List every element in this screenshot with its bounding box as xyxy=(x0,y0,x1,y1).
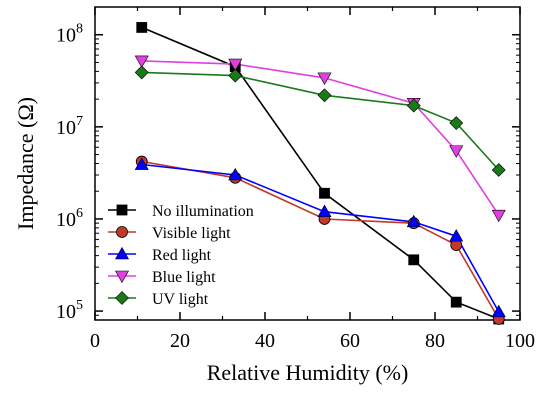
series-line-3 xyxy=(141,60,500,216)
axis-ticks xyxy=(94,6,521,321)
legend-label: Visible light xyxy=(152,225,231,242)
data-point xyxy=(408,254,420,266)
data-point xyxy=(136,22,148,33)
data-point xyxy=(491,163,506,177)
legend-marker xyxy=(116,204,128,216)
x-tick-label: 80 xyxy=(425,330,445,352)
x-tick-label: 100 xyxy=(505,330,535,352)
series-line-1 xyxy=(141,160,500,320)
y-axis-title: Impedance (Ω) xyxy=(13,97,38,230)
data-point xyxy=(406,214,421,228)
x-tick-label: 60 xyxy=(340,330,360,352)
data-point xyxy=(228,58,243,72)
x-tick-label: 40 xyxy=(255,330,275,352)
data-point xyxy=(134,55,149,68)
legend-marker xyxy=(115,291,129,305)
data-point xyxy=(134,157,149,170)
legend-label: Red light xyxy=(152,247,212,264)
series-line-2 xyxy=(141,163,500,313)
data-point xyxy=(449,145,464,158)
data-point xyxy=(406,98,421,113)
data-point xyxy=(319,187,330,199)
data-point xyxy=(134,65,149,80)
data-point xyxy=(449,116,464,130)
series-lines xyxy=(141,26,500,320)
legend-marker xyxy=(114,246,130,260)
y-tick-label: 105 xyxy=(56,298,83,323)
x-tick-label: 0 xyxy=(90,330,100,352)
x-tick-label: 20 xyxy=(170,330,190,352)
series-markers xyxy=(134,22,506,325)
series-line-0 xyxy=(141,26,500,320)
series-line-4 xyxy=(141,71,500,171)
x-axis-title: Relative Humidity (%) xyxy=(207,360,409,385)
y-tick-label: 107 xyxy=(56,114,83,139)
axis-tick-labels: 0 20 40 60 80 100 105 106 107 108 xyxy=(56,22,535,352)
data-point xyxy=(317,88,332,103)
data-point xyxy=(228,68,243,83)
legend-marker xyxy=(116,226,128,238)
data-point xyxy=(449,229,464,242)
legend-marker xyxy=(114,270,130,284)
data-point xyxy=(491,209,506,223)
legend-label: Blue light xyxy=(152,269,216,286)
y-tick-label: 108 xyxy=(56,22,83,47)
legend: No illumination Visible light Red light Blu… xyxy=(108,203,254,308)
data-point xyxy=(450,296,462,308)
legend-label: No illumination xyxy=(152,203,254,220)
data-point xyxy=(228,167,243,181)
data-point xyxy=(317,72,332,85)
data-point xyxy=(491,304,506,318)
legend-label: UV light xyxy=(152,291,209,308)
y-tick-label: 106 xyxy=(56,206,83,231)
data-point xyxy=(317,204,332,217)
